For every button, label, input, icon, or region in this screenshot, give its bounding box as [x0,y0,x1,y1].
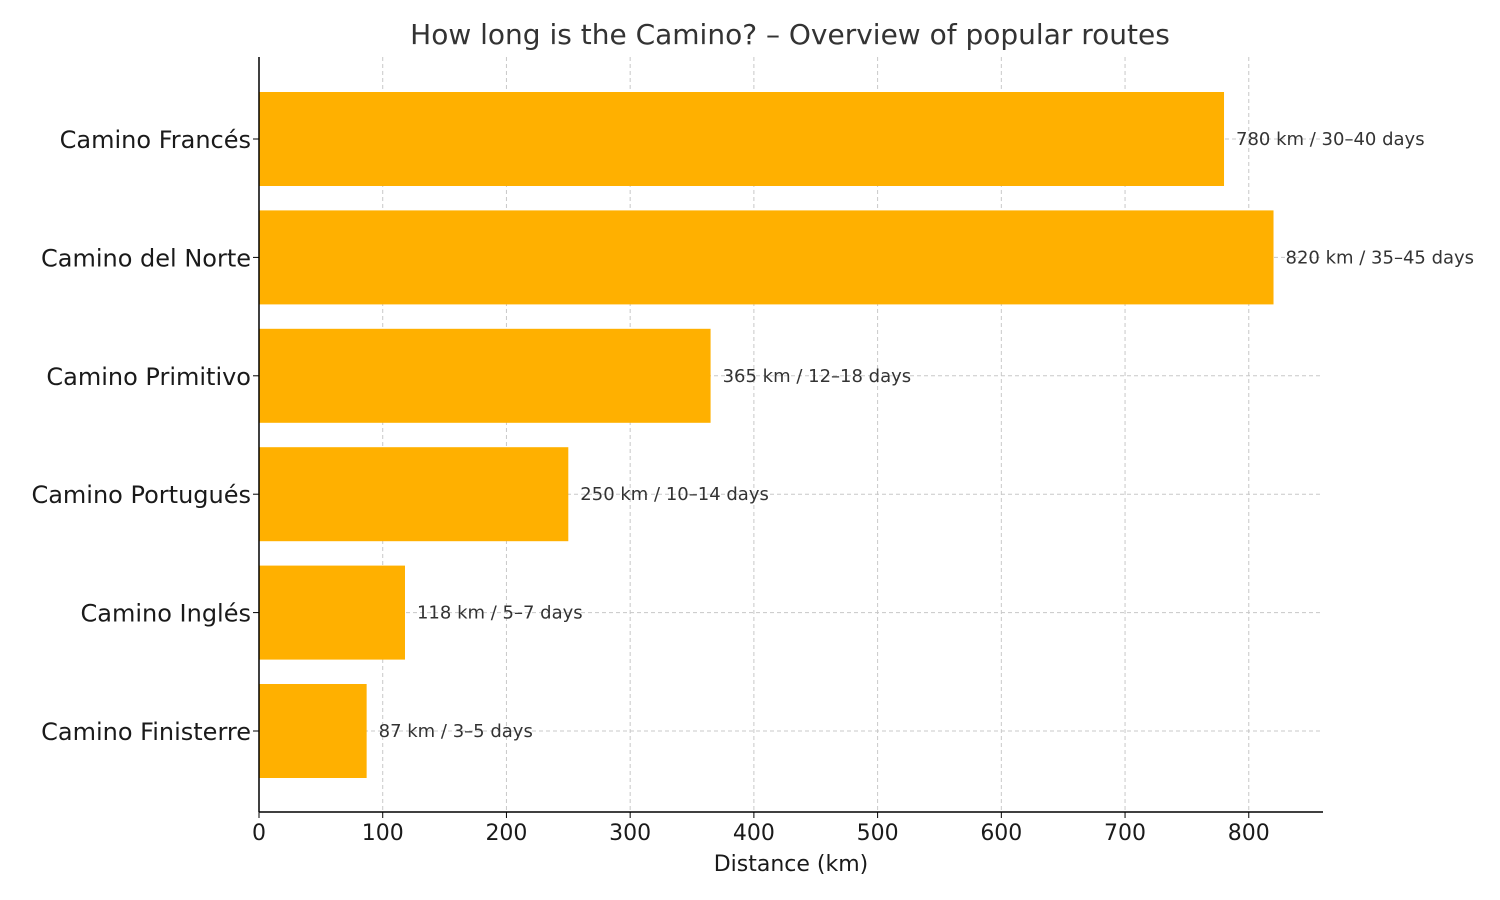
data-labels: 780 km / 30–40 days 820 km / 35–45 days 36… [379,129,1474,742]
x-tick-label: 400 [733,821,775,846]
data-label: 780 km / 30–40 days [1236,129,1425,150]
data-label: 118 km / 5–7 days [417,603,583,624]
category-label: Camino Francés [60,126,251,154]
chart-title: How long is the Camino? – Overview of po… [410,18,1170,51]
x-ticks: 0 100 200 300 400 500 600 700 800 [252,812,1270,846]
category-label: Camino Finisterre [41,718,251,746]
data-label: 820 km / 35–45 days [1286,247,1475,268]
data-label: 365 km / 12–18 days [723,366,912,387]
category-labels: Camino Francés Camino del Norte Camino Pri… [31,126,259,746]
x-tick-label: 700 [1104,821,1146,846]
category-label: Camino Portugués [31,481,251,509]
bar [259,92,1225,186]
x-tick-label: 800 [1228,821,1270,846]
category-label: Camino Inglés [81,600,252,628]
x-tick-label: 600 [980,821,1022,846]
bars [259,92,1274,778]
data-label: 250 km / 10–14 days [580,484,769,505]
bar [259,565,405,660]
x-tick-label: 0 [252,821,266,846]
axes [258,57,1323,813]
bar [259,684,367,778]
bar [259,447,569,542]
x-tick-label: 500 [857,821,899,846]
bar [259,210,1274,305]
x-axis-label: Distance (km) [714,852,869,877]
x-tick-label: 100 [362,821,404,846]
data-label: 87 km / 3–5 days [379,721,533,742]
category-label: Camino del Norte [41,244,251,272]
category-label: Camino Primitivo [46,363,251,391]
x-tick-label: 300 [609,821,651,846]
bar [259,328,711,423]
x-tick-label: 200 [485,821,527,846]
